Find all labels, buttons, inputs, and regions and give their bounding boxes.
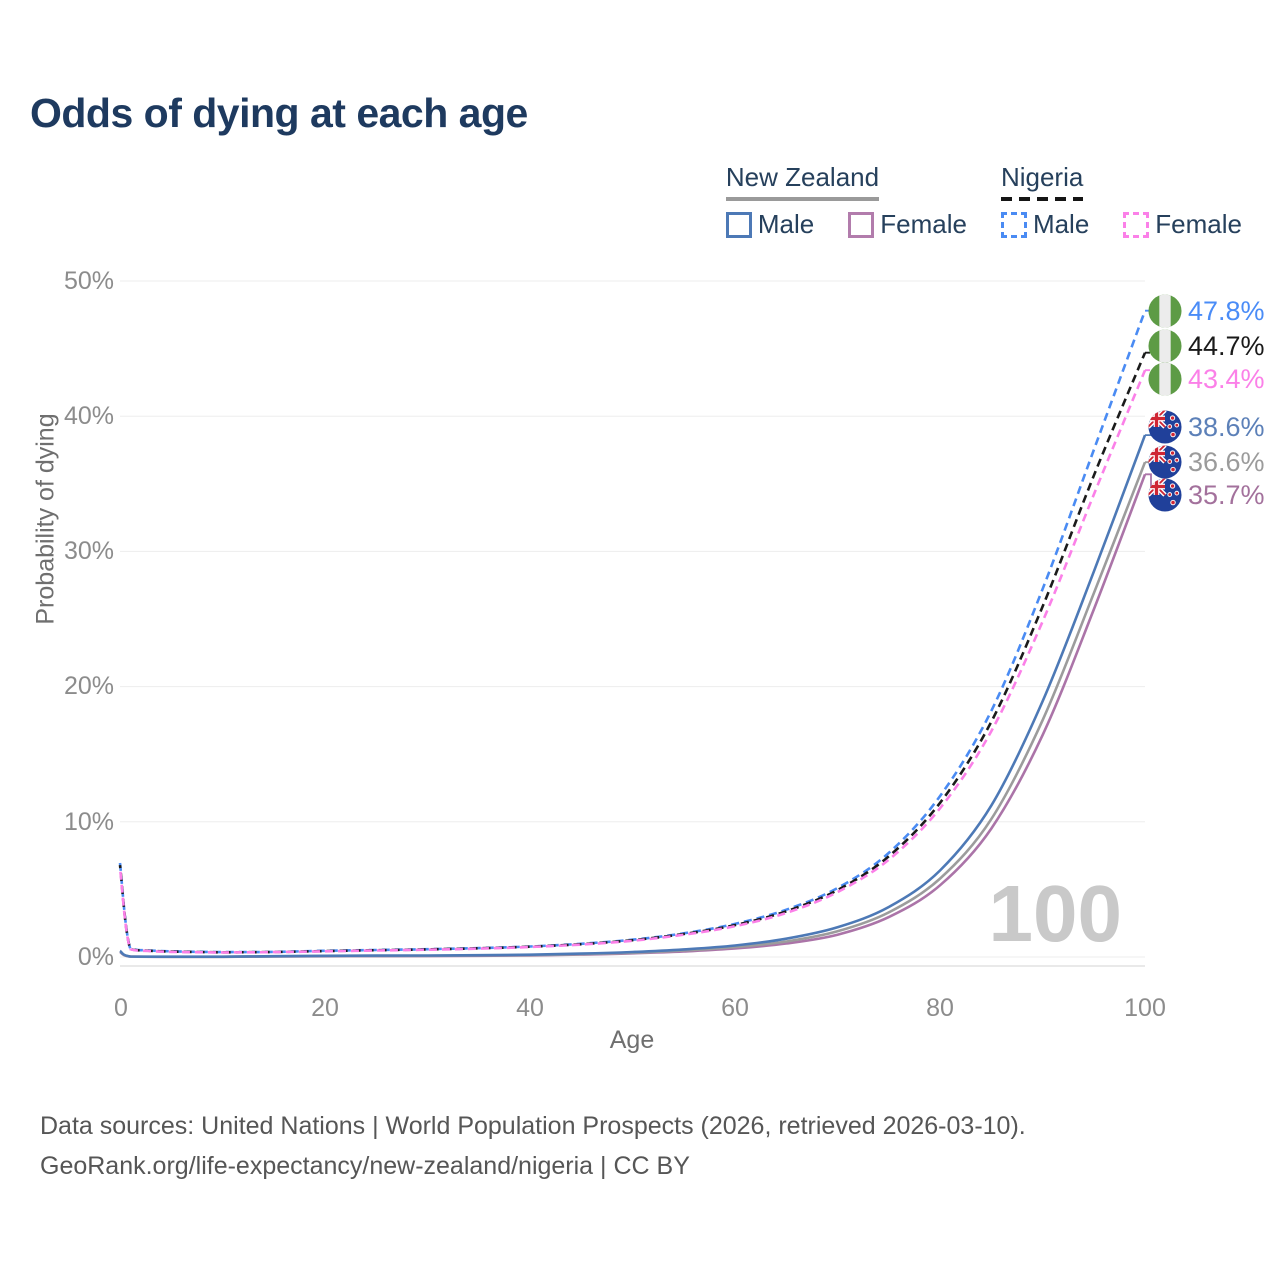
legend-item-nigeria-female[interactable]: Female (1123, 209, 1242, 240)
new-zealand-flag-icon (1148, 478, 1182, 512)
new-zealand-flag-icon (1148, 445, 1182, 479)
nigeria-female-swatch-icon (1123, 211, 1150, 238)
solid-line-underline (725, 197, 880, 201)
end-label-nz-female: 35.7% (1148, 477, 1265, 513)
y-tick-label: 0% (77, 943, 114, 971)
legend-group-nigeria: Nigeria Male Female (1000, 162, 1242, 240)
end-value: 47.8% (1188, 295, 1265, 326)
legend-item-nz-female[interactable]: Female (848, 209, 967, 240)
x-tick-label: 80 (926, 994, 954, 1022)
end-label-nz-male: 38.6% (1148, 409, 1265, 445)
nigeria-flag-icon (1148, 362, 1182, 396)
nz-female-swatch-icon (848, 211, 875, 238)
y-tick-label: 20% (63, 672, 114, 700)
legend-item-label: Male (757, 209, 815, 239)
legend-country-label: New Zealand (725, 162, 880, 192)
x-tick-label: 60 (721, 994, 749, 1022)
series-line-new-zealand-male[interactable] (119, 434, 1147, 958)
source-attribution: Data sources: United Nations | World Pop… (40, 1106, 1026, 1186)
page-title: Odds of dying at each age (30, 90, 528, 136)
series-line-nigeria-male[interactable] (118, 310, 1147, 954)
nz-male-swatch-icon (725, 211, 752, 238)
legend-item-label: Male (1032, 209, 1090, 239)
x-tick-label: 40 (516, 994, 544, 1022)
x-tick-label: 20 (311, 994, 339, 1022)
nigeria-flag-icon (1148, 329, 1182, 363)
nigeria-flag-icon (1148, 294, 1182, 328)
nigeria-male-swatch-icon (1000, 211, 1027, 238)
new-zealand-flag-icon (1148, 410, 1182, 444)
series-line-nigeria-female[interactable] (118, 369, 1147, 954)
x-axis-title: Age (609, 1026, 655, 1054)
end-label-nigeria-both: 44.7% (1148, 328, 1265, 364)
end-value: 35.7% (1188, 479, 1265, 510)
y-tick-label: 50% (63, 267, 114, 295)
legend-country-label: Nigeria (1000, 162, 1084, 192)
x-tick-label: 0 (114, 994, 128, 1022)
y-tick-label: 30% (63, 537, 114, 565)
y-tick-label: 40% (63, 402, 114, 430)
y-tick-label: 10% (63, 808, 114, 836)
end-label-nz-both: 36.6% (1148, 444, 1265, 480)
series-line-nigeria-both[interactable] (118, 352, 1147, 954)
legend-group-new-zealand: New Zealand Male Female (725, 162, 967, 240)
license-line: GeoRank.org/life-expectancy/new-zealand/… (40, 1152, 690, 1180)
end-value: 43.4% (1188, 363, 1265, 394)
series-curves (118, 310, 1147, 959)
end-label-nigeria-male: 47.8% (1148, 293, 1265, 329)
age-counter-watermark: 100 (989, 869, 1122, 958)
data-sources-line: Data sources: United Nations | World Pop… (40, 1112, 1026, 1140)
end-value: 44.7% (1188, 330, 1265, 361)
legend: New Zealand Male Female Nigeria (725, 162, 1242, 240)
legend-item-label: Female (1155, 209, 1242, 239)
gridlines (120, 280, 1145, 967)
legend-item-label: Female (880, 209, 967, 239)
legend-item-nigeria-male[interactable]: Male (1000, 209, 1090, 240)
end-value: 38.6% (1188, 411, 1265, 442)
legend-item-nz-male[interactable]: Male (725, 209, 815, 240)
legend-country-new-zealand: New Zealand (725, 162, 880, 201)
end-label-nigeria-female: 43.4% (1148, 361, 1265, 397)
end-value: 36.6% (1188, 446, 1265, 477)
y-axis-title: Probability of dying (31, 413, 60, 625)
x-tick-label: 100 (1124, 994, 1166, 1022)
dashed-line-underline (1000, 197, 1084, 201)
legend-country-nigeria: Nigeria (1000, 162, 1084, 201)
